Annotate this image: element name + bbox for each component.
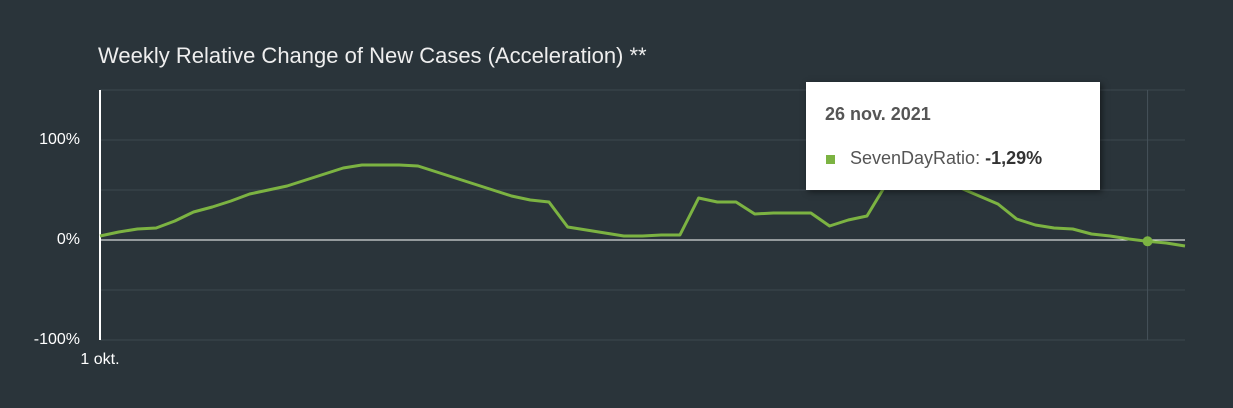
tooltip-line: SevenDayRatio: -1,29% [850,148,1042,169]
tooltip: 26 nov. 2021 SevenDayRatio: -1,29% [806,82,1100,190]
y-tick-label: 100% [39,131,80,148]
chart-title: Weekly Relative Change of New Cases (Acc… [98,43,647,68]
tooltip-swatch [826,155,835,164]
x-tick-label: 1 okt. [80,351,119,368]
line [99,156,1186,248]
y-tick-label: -100% [34,331,80,348]
y-tick-label: 0% [57,231,80,248]
tooltip-value: -1,29% [985,148,1043,168]
tooltip-date: 26 nov. 2021 [825,104,931,124]
tooltip-label: SevenDayRatio: [850,148,981,168]
highlight-point [1142,236,1153,247]
